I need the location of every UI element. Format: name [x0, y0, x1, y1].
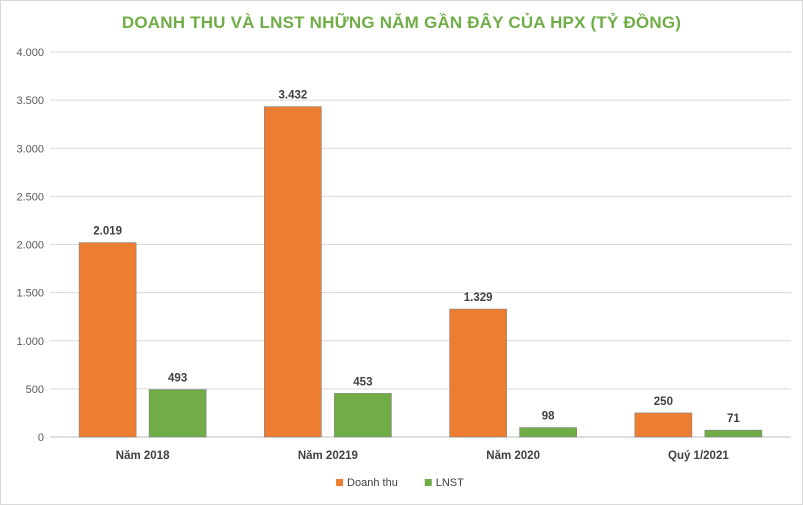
- legend-label: LNST: [436, 477, 464, 489]
- data-label: 453: [353, 376, 372, 388]
- bar: [449, 308, 507, 438]
- bar: [78, 242, 137, 438]
- data-label: 3.432: [278, 90, 307, 102]
- bar: [264, 106, 322, 438]
- bar: [519, 427, 577, 438]
- bar: [334, 393, 392, 438]
- data-label: 250: [654, 396, 673, 408]
- data-label: 1.329: [464, 292, 493, 304]
- data-label: 71: [727, 413, 740, 425]
- chart-title: DOANH THU VÀ LNST NHỮNG NĂM GẦN ĐÂY CỦA …: [121, 13, 682, 32]
- legend-label: Doanh thu: [347, 477, 398, 489]
- data-label: 2.019: [93, 226, 122, 238]
- y-tick-label: 1.000: [16, 336, 44, 348]
- x-tick-label: Năm 2020: [486, 450, 540, 462]
- y-tick-label: 500: [26, 384, 44, 396]
- y-tick-label: 4.000: [16, 47, 44, 59]
- data-label: 493: [168, 373, 187, 385]
- legend-swatch: [336, 479, 344, 486]
- y-tick-label: 3.000: [16, 143, 44, 155]
- data-label: 98: [542, 411, 555, 423]
- legend-swatch: [424, 479, 432, 486]
- y-tick-label: 3.500: [16, 95, 44, 107]
- bar: [634, 412, 693, 438]
- x-tick-label: Năm 20219: [298, 450, 358, 462]
- x-tick-label: Năm 2018: [116, 450, 170, 462]
- y-tick-label: 2.000: [16, 240, 44, 252]
- y-tick-label: 2.500: [16, 191, 44, 203]
- y-tick-label: 1.500: [16, 288, 44, 300]
- bar: [704, 429, 763, 438]
- bar: [148, 389, 207, 438]
- x-tick-label: Quý 1/2021: [668, 450, 729, 462]
- y-tick-label: 0: [38, 432, 44, 444]
